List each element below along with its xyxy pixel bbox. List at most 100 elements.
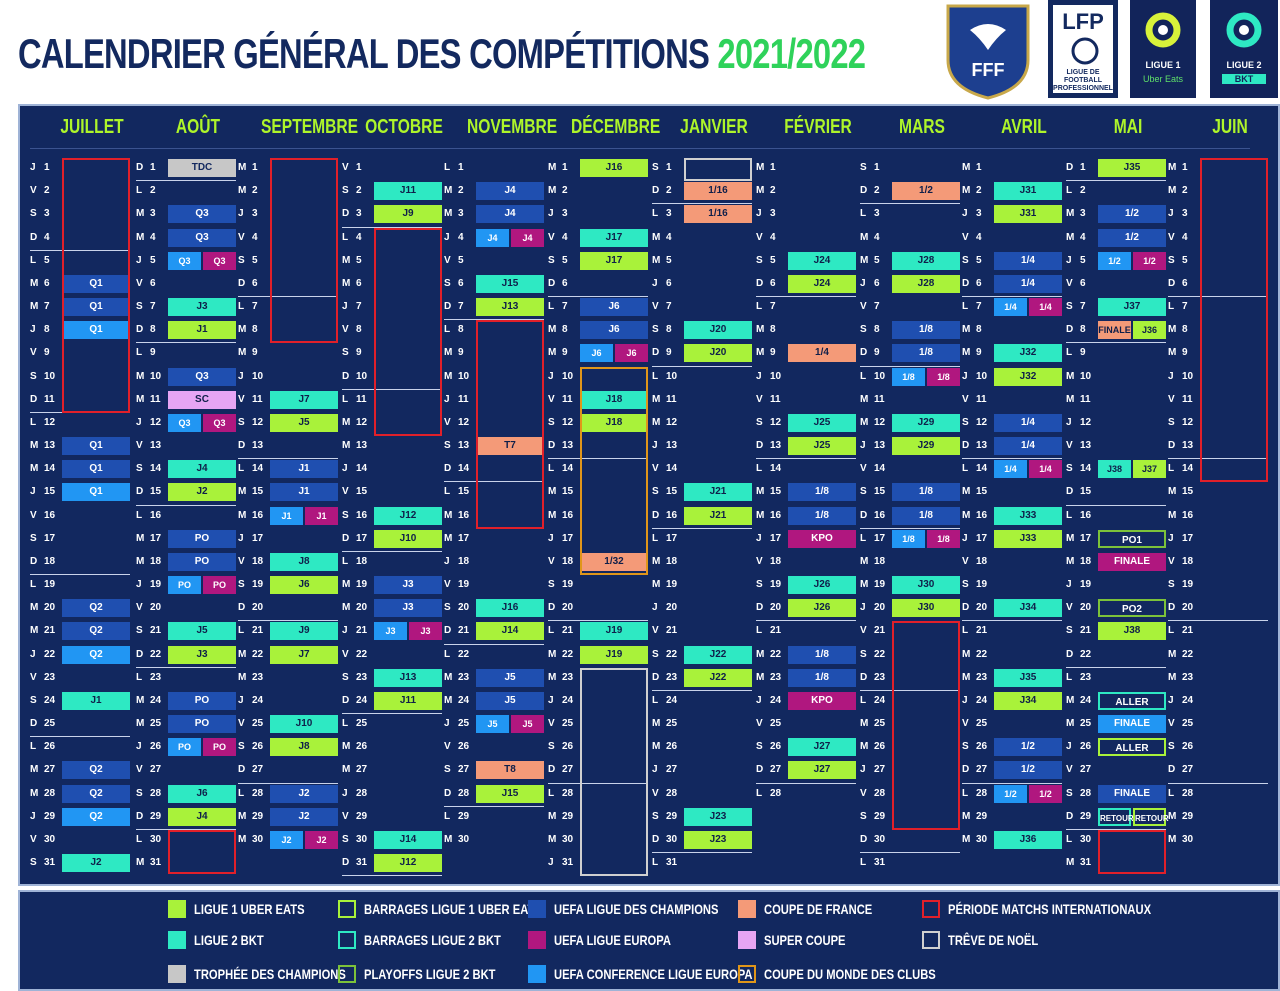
day-label[interactable]: J 31 bbox=[548, 853, 573, 873]
day-label[interactable]: S5 bbox=[238, 251, 258, 271]
month-header[interactable]: JANVIER bbox=[675, 114, 753, 140]
day-label[interactable]: M9 bbox=[962, 343, 982, 363]
event-chip[interactable]: J4 bbox=[476, 182, 544, 200]
event-chip[interactable]: J36 bbox=[994, 831, 1062, 849]
day-label[interactable]: V 25 bbox=[548, 714, 573, 734]
event-chip[interactable]: J3 bbox=[409, 622, 442, 640]
day-label[interactable]: J 27 bbox=[652, 760, 677, 780]
day-label[interactable]: L7 bbox=[238, 297, 258, 317]
day-label[interactable]: J3 bbox=[548, 204, 568, 224]
event-chip[interactable]: J3 bbox=[168, 646, 236, 664]
day-label[interactable]: M3 bbox=[136, 204, 156, 224]
event-chip[interactable]: J1 bbox=[305, 507, 338, 525]
day-label[interactable]: S 14 bbox=[136, 459, 161, 479]
month-header[interactable]: MAI bbox=[1089, 114, 1167, 140]
day-label[interactable]: J 24 bbox=[238, 691, 263, 711]
day-label[interactable]: M 22 bbox=[756, 645, 781, 665]
day-label[interactable]: L 16 bbox=[136, 506, 161, 526]
event-chip[interactable]: J7 bbox=[270, 646, 338, 664]
day-label[interactable]: M 30 bbox=[548, 830, 573, 850]
event-chip[interactable]: 1/8 bbox=[788, 646, 856, 664]
day-label[interactable]: J 10 bbox=[238, 367, 263, 387]
day-label[interactable]: S 19 bbox=[756, 575, 781, 595]
day-label[interactable]: L 28 bbox=[756, 784, 781, 804]
day-label[interactable]: S 17 bbox=[30, 529, 55, 549]
day-label[interactable]: J 12 bbox=[1066, 413, 1091, 433]
event-chip[interactable]: 1/8 bbox=[892, 483, 960, 501]
day-label[interactable]: D 13 bbox=[962, 436, 987, 456]
day-label[interactable]: M4 bbox=[652, 228, 672, 248]
day-label[interactable]: S 22 bbox=[860, 645, 885, 665]
day-label[interactable]: L 17 bbox=[652, 529, 677, 549]
event-chip[interactable]: PO bbox=[168, 553, 236, 571]
day-label[interactable]: L 11 bbox=[342, 390, 367, 410]
event-chip[interactable]: PO bbox=[203, 738, 236, 756]
day-label[interactable]: M 23 bbox=[756, 668, 781, 688]
day-label[interactable]: S 12 bbox=[548, 413, 573, 433]
day-label[interactable]: V 18 bbox=[238, 552, 263, 572]
event-chip[interactable]: J35 bbox=[994, 669, 1062, 687]
day-label[interactable]: V4 bbox=[548, 228, 568, 248]
day-label[interactable]: L 28 bbox=[1168, 784, 1193, 804]
day-label[interactable]: V 16 bbox=[30, 506, 55, 526]
period-box[interactable] bbox=[168, 830, 236, 874]
day-label[interactable]: D9 bbox=[860, 343, 880, 363]
event-chip[interactable]: J1 bbox=[270, 507, 303, 525]
day-label[interactable]: J 19 bbox=[136, 575, 161, 595]
event-chip[interactable]: Q3 bbox=[168, 414, 201, 432]
day-label[interactable]: M 26 bbox=[342, 737, 367, 757]
day-label[interactable]: L 21 bbox=[756, 621, 781, 641]
period-box[interactable] bbox=[62, 158, 130, 413]
day-label[interactable]: D 27 bbox=[962, 760, 987, 780]
day-label[interactable]: D 10 bbox=[342, 367, 367, 387]
day-label[interactable]: L 10 bbox=[652, 367, 677, 387]
day-label[interactable]: M6 bbox=[342, 274, 362, 294]
day-label[interactable]: L 30 bbox=[136, 830, 161, 850]
event-chip[interactable]: 1/4 bbox=[994, 275, 1062, 293]
period-box[interactable] bbox=[476, 320, 544, 529]
event-chip[interactable]: Q2 bbox=[62, 808, 130, 826]
period-box[interactable] bbox=[580, 668, 648, 877]
day-label[interactable]: V 30 bbox=[30, 830, 55, 850]
day-label[interactable]: M8 bbox=[1168, 320, 1188, 340]
event-chip[interactable]: J26 bbox=[788, 599, 856, 617]
day-label[interactable]: D 29 bbox=[1066, 807, 1091, 827]
day-label[interactable]: L 14 bbox=[238, 459, 263, 479]
event-chip[interactable]: KPO bbox=[788, 692, 856, 710]
event-chip[interactable]: J3 bbox=[374, 576, 442, 594]
period-box[interactable] bbox=[1200, 158, 1268, 482]
event-chip[interactable]: J24 bbox=[788, 275, 856, 293]
day-label[interactable]: M 27 bbox=[342, 760, 367, 780]
event-chip[interactable]: 1/4 bbox=[788, 344, 856, 362]
day-label[interactable]: M 23 bbox=[444, 668, 469, 688]
day-label[interactable]: M 22 bbox=[962, 645, 987, 665]
day-label[interactable]: D9 bbox=[652, 343, 672, 363]
month-header[interactable]: OCTOBRE bbox=[365, 114, 443, 140]
event-chip[interactable]: J14 bbox=[374, 831, 442, 849]
day-label[interactable]: D 27 bbox=[548, 760, 573, 780]
day-label[interactable]: M1 bbox=[756, 158, 776, 178]
day-label[interactable]: S9 bbox=[342, 343, 362, 363]
day-label[interactable]: M 14 bbox=[30, 459, 55, 479]
day-label[interactable]: M 23 bbox=[1168, 668, 1193, 688]
day-label[interactable]: J 28 bbox=[342, 784, 367, 804]
event-chip[interactable]: 1/2 bbox=[892, 182, 960, 200]
day-label[interactable]: V 25 bbox=[756, 714, 781, 734]
day-label[interactable]: M 29 bbox=[962, 807, 987, 827]
event-chip[interactable]: J6 bbox=[580, 321, 648, 339]
month-header[interactable]: AVRIL bbox=[985, 114, 1063, 140]
event-chip[interactable]: J26 bbox=[788, 576, 856, 594]
event-chip[interactable]: J38 bbox=[1098, 622, 1166, 640]
event-chip[interactable]: J4 bbox=[168, 808, 236, 826]
day-label[interactable]: L 14 bbox=[548, 459, 573, 479]
event-chip[interactable]: J6 bbox=[580, 298, 648, 316]
event-chip[interactable]: J3 bbox=[168, 298, 236, 316]
day-label[interactable]: J 27 bbox=[860, 760, 885, 780]
day-label[interactable]: M 22 bbox=[1168, 645, 1193, 665]
day-label[interactable]: L 15 bbox=[444, 482, 469, 502]
event-chip[interactable]: J1 bbox=[270, 460, 338, 478]
